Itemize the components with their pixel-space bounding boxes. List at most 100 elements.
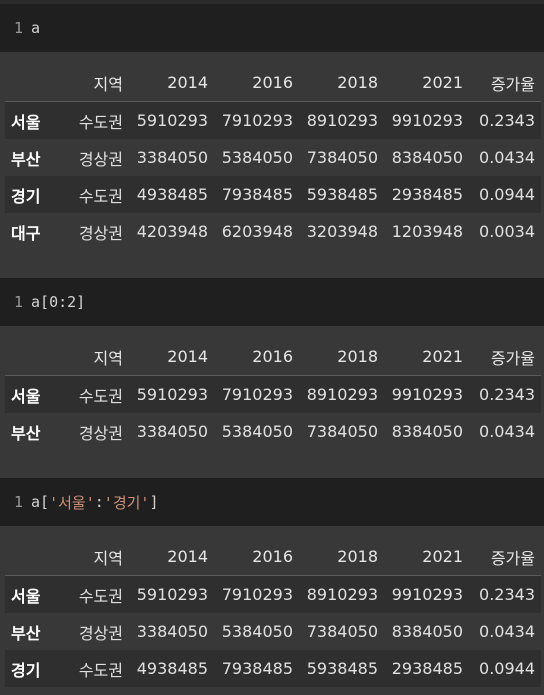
col-header-2021: 2021 xyxy=(384,538,469,576)
cell-2021: 9910293 xyxy=(391,111,463,130)
table-row: 부산 경상권 3384050 5384050 7384050 8384050 0… xyxy=(5,413,541,450)
row-index: 경기 xyxy=(11,660,41,680)
cell-region: 경상권 xyxy=(78,149,123,169)
table-row: 부산 경상권 3384050 5384050 7384050 8384050 0… xyxy=(5,139,541,176)
cell-2014: 5910293 xyxy=(136,585,208,604)
cell-2014: 5910293 xyxy=(136,111,208,130)
col-header-rate: 증가율 xyxy=(469,338,541,376)
cell-rate: 0.0434 xyxy=(479,622,535,641)
cell-2014: 3384050 xyxy=(136,148,208,167)
col-header-region: 지역 xyxy=(61,64,129,102)
cell-2016: 7910293 xyxy=(221,385,293,404)
cell-2018: 3203948 xyxy=(306,222,378,241)
line-number: 1 xyxy=(14,19,24,37)
cell-2021: 9910293 xyxy=(391,385,463,404)
cell-2018: 5938485 xyxy=(306,185,378,204)
dataframe-table: 지역 2014 2016 2018 2021 증가율 서울 수도권 591029… xyxy=(5,338,541,450)
cell-2016: 7910293 xyxy=(221,585,293,604)
col-header-region: 지역 xyxy=(61,338,129,376)
cell-rate: 0.0944 xyxy=(479,185,535,204)
cell-rate: 0.2343 xyxy=(479,111,535,130)
col-header-2014: 2014 xyxy=(129,64,214,102)
cell-rate: 0.0944 xyxy=(479,659,535,678)
cell-2018: 7384050 xyxy=(306,148,378,167)
header-row: 지역 2014 2016 2018 2021 증가율 xyxy=(5,64,541,102)
cell-2018: 5938485 xyxy=(306,659,378,678)
table-row: 경기 수도권 4938485 7938485 5938485 2938485 0… xyxy=(5,176,541,213)
cell-2014: 3384050 xyxy=(136,622,208,641)
header-row: 지역 2014 2016 2018 2021 증가율 xyxy=(5,338,541,376)
output-cell-2: 지역 2014 2016 2018 2021 증가율 서울 수도권 591029… xyxy=(0,326,544,450)
col-header-2021: 2021 xyxy=(384,64,469,102)
cell-rate: 0.2343 xyxy=(479,385,535,404)
cell-rate: 0.0034 xyxy=(479,222,535,241)
code-colon: : xyxy=(94,493,104,511)
cell-region: 경상권 xyxy=(78,423,123,443)
dataframe-table: 지역 2014 2016 2018 2021 증가율 서울 수도권 591029… xyxy=(5,538,541,687)
cell-2016: 5384050 xyxy=(221,148,293,167)
cell-2018: 7384050 xyxy=(306,622,378,641)
cell-2018: 8910293 xyxy=(306,111,378,130)
row-index: 경기 xyxy=(11,186,41,206)
col-header-2016: 2016 xyxy=(214,538,299,576)
cell-2021: 1203948 xyxy=(391,222,463,241)
table-row: 경기 수도권 4938485 7938485 5938485 2938485 0… xyxy=(5,650,541,687)
cell-2021: 8384050 xyxy=(391,148,463,167)
cell-2016: 5384050 xyxy=(221,422,293,441)
cell-region: 경상권 xyxy=(78,223,123,243)
cell-region: 수도권 xyxy=(78,586,123,606)
col-header-2014: 2014 xyxy=(129,338,214,376)
cell-2014: 3384050 xyxy=(136,422,208,441)
col-header-rate: 증가율 xyxy=(469,538,541,576)
cell-2018: 7384050 xyxy=(306,422,378,441)
cell-2014: 4938485 xyxy=(136,185,208,204)
cell-2021: 8384050 xyxy=(391,422,463,441)
cell-region: 수도권 xyxy=(78,112,123,132)
col-header-2016: 2016 xyxy=(214,338,299,376)
cell-rate: 0.0434 xyxy=(479,422,535,441)
table-row: 서울 수도권 5910293 7910293 8910293 9910293 0… xyxy=(5,375,541,413)
row-index: 서울 xyxy=(11,586,41,606)
col-header-rate: 증가율 xyxy=(469,64,541,102)
cell-rate: 0.2343 xyxy=(479,585,535,604)
header-row: 지역 2014 2016 2018 2021 증가율 xyxy=(5,538,541,576)
cell-2014: 4938485 xyxy=(136,659,208,678)
col-header-2021: 2021 xyxy=(384,338,469,376)
cell-region: 경상권 xyxy=(78,623,123,643)
code-cell-3[interactable]: 1 a['서울': '경기'] xyxy=(0,478,544,526)
cell-2021: 9910293 xyxy=(391,585,463,604)
col-header-2016: 2016 xyxy=(214,64,299,102)
row-index: 부산 xyxy=(11,149,41,169)
col-header-2018: 2018 xyxy=(299,64,384,102)
col-header-2018: 2018 xyxy=(299,338,384,376)
cell-2016: 7938485 xyxy=(221,659,293,678)
cell-region: 수도권 xyxy=(78,660,123,680)
output-cell-1: 지역 2014 2016 2018 2021 증가율 서울 수도권 591029… xyxy=(0,52,544,250)
table-row: 부산 경상권 3384050 5384050 7384050 8384050 0… xyxy=(5,613,541,650)
index-header xyxy=(5,64,61,102)
code-cell-1[interactable]: 1 a xyxy=(0,4,544,52)
code-text: a xyxy=(31,19,41,37)
line-number: 1 xyxy=(14,493,24,511)
cell-2021: 8384050 xyxy=(391,622,463,641)
col-header-2018: 2018 xyxy=(299,538,384,576)
cell-2021: 2938485 xyxy=(391,185,463,204)
code-prefix: a[ xyxy=(31,493,50,511)
cell-gap xyxy=(0,450,544,478)
code-text: a[0:2] xyxy=(31,293,86,311)
cell-2014: 5910293 xyxy=(136,385,208,404)
cell-gap xyxy=(0,250,544,278)
code-cell-2[interactable]: 1 a[0:2] xyxy=(0,278,544,326)
index-header xyxy=(5,338,61,376)
top-strip xyxy=(0,0,544,4)
index-header xyxy=(5,538,61,576)
cell-region: 수도권 xyxy=(78,386,123,406)
code-string-start: '서울' xyxy=(49,493,95,512)
table-row: 대구 경상권 4203948 6203948 3203948 1203948 0… xyxy=(5,213,541,250)
table-row: 서울 수도권 5910293 7910293 8910293 9910293 0… xyxy=(5,575,541,613)
col-header-region: 지역 xyxy=(61,538,129,576)
cell-2018: 8910293 xyxy=(306,385,378,404)
row-index: 대구 xyxy=(11,223,41,243)
row-index: 부산 xyxy=(11,623,41,643)
row-index: 부산 xyxy=(11,423,41,443)
